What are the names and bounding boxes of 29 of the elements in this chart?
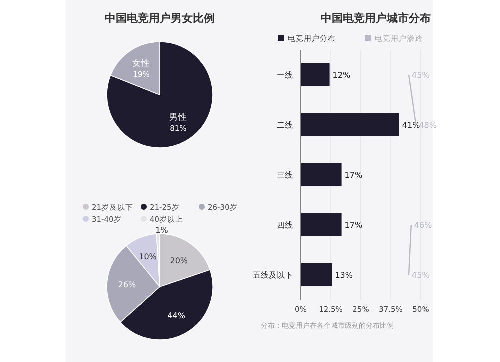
data-label: 45%	[412, 71, 430, 80]
data-label: 44%	[168, 311, 186, 320]
data-label: 48%	[419, 121, 438, 130]
y-tick-label: 一线	[277, 71, 293, 80]
y-tick-label: 二线	[277, 121, 293, 130]
bar	[301, 214, 342, 236]
y-tick-label: 五线及以下	[253, 271, 293, 280]
data-label: 41%	[402, 121, 421, 130]
data-label: 17%	[344, 221, 363, 230]
data-label: 12%	[332, 71, 351, 80]
chart-title: 中国电竞用户男女比例	[105, 12, 215, 25]
bar	[301, 114, 400, 136]
bar	[301, 264, 332, 286]
data-label: 17%	[344, 171, 363, 180]
bar	[301, 164, 342, 186]
data-label: 20%	[170, 256, 188, 266]
bar	[301, 64, 330, 86]
pie-slice	[106, 42, 214, 148]
slice-label: 男性	[169, 112, 188, 124]
y-tick-label: 三线	[277, 171, 293, 180]
y-tick-label: 四线	[277, 221, 293, 230]
data-label: 26%	[118, 280, 137, 290]
data-label: 1%	[156, 226, 169, 235]
slice-label: 女性	[132, 58, 151, 69]
data-label: 45%	[412, 271, 430, 280]
chart-title: 中国电竞用户城市分布	[321, 12, 431, 25]
data-label: 13%	[335, 271, 354, 280]
data-label: 10%	[139, 252, 158, 262]
data-label: 46%	[414, 221, 433, 230]
